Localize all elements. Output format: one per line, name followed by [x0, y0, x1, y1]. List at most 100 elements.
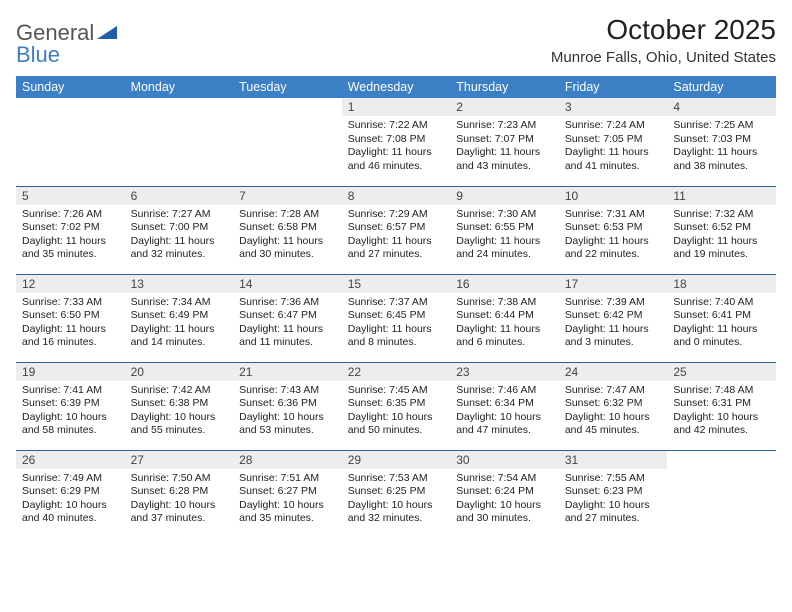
day-details: Sunrise: 7:28 AMSunset: 6:58 PMDaylight:…	[233, 205, 342, 265]
day-header: Thursday	[450, 76, 559, 98]
day-cell: 1Sunrise: 7:22 AMSunset: 7:08 PMDaylight…	[342, 98, 451, 186]
day-details: Sunrise: 7:51 AMSunset: 6:27 PMDaylight:…	[233, 469, 342, 529]
day-details: Sunrise: 7:31 AMSunset: 6:53 PMDaylight:…	[559, 205, 668, 265]
day-header: Monday	[125, 76, 234, 98]
day-details: Sunrise: 7:33 AMSunset: 6:50 PMDaylight:…	[16, 293, 125, 353]
day-number: 12	[16, 275, 125, 293]
day-cell: 18Sunrise: 7:40 AMSunset: 6:41 PMDayligh…	[667, 274, 776, 362]
day-details: Sunrise: 7:37 AMSunset: 6:45 PMDaylight:…	[342, 293, 451, 353]
day-number: 10	[559, 187, 668, 205]
day-cell: 21Sunrise: 7:43 AMSunset: 6:36 PMDayligh…	[233, 362, 342, 450]
day-number: 22	[342, 363, 451, 381]
brand-word-2: Blue	[16, 42, 60, 67]
day-number: 25	[667, 363, 776, 381]
brand-logo: GeneralBlue	[16, 14, 119, 66]
day-number: 29	[342, 451, 451, 469]
day-number: 21	[233, 363, 342, 381]
week-row: 1Sunrise: 7:22 AMSunset: 7:08 PMDaylight…	[16, 98, 776, 186]
day-cell: 9Sunrise: 7:30 AMSunset: 6:55 PMDaylight…	[450, 186, 559, 274]
day-number: 20	[125, 363, 234, 381]
day-number: 4	[667, 98, 776, 116]
day-details: Sunrise: 7:48 AMSunset: 6:31 PMDaylight:…	[667, 381, 776, 441]
day-number: 26	[16, 451, 125, 469]
day-details: Sunrise: 7:50 AMSunset: 6:28 PMDaylight:…	[125, 469, 234, 529]
day-cell: 15Sunrise: 7:37 AMSunset: 6:45 PMDayligh…	[342, 274, 451, 362]
title-block: October 2025 Munroe Falls, Ohio, United …	[551, 14, 776, 74]
week-row: 19Sunrise: 7:41 AMSunset: 6:39 PMDayligh…	[16, 362, 776, 450]
day-cell: 2Sunrise: 7:23 AMSunset: 7:07 PMDaylight…	[450, 98, 559, 186]
day-number: 7	[233, 187, 342, 205]
day-details: Sunrise: 7:36 AMSunset: 6:47 PMDaylight:…	[233, 293, 342, 353]
day-cell: 16Sunrise: 7:38 AMSunset: 6:44 PMDayligh…	[450, 274, 559, 362]
day-number: 8	[342, 187, 451, 205]
day-details: Sunrise: 7:40 AMSunset: 6:41 PMDaylight:…	[667, 293, 776, 353]
day-cell: 30Sunrise: 7:54 AMSunset: 6:24 PMDayligh…	[450, 450, 559, 538]
month-title: October 2025	[551, 14, 776, 46]
day-details: Sunrise: 7:55 AMSunset: 6:23 PMDaylight:…	[559, 469, 668, 529]
day-cell	[233, 98, 342, 186]
day-header: Wednesday	[342, 76, 451, 98]
day-details: Sunrise: 7:26 AMSunset: 7:02 PMDaylight:…	[16, 205, 125, 265]
day-number: 6	[125, 187, 234, 205]
day-header: Saturday	[667, 76, 776, 98]
day-cell: 20Sunrise: 7:42 AMSunset: 6:38 PMDayligh…	[125, 362, 234, 450]
day-details: Sunrise: 7:38 AMSunset: 6:44 PMDaylight:…	[450, 293, 559, 353]
day-cell: 23Sunrise: 7:46 AMSunset: 6:34 PMDayligh…	[450, 362, 559, 450]
day-details: Sunrise: 7:25 AMSunset: 7:03 PMDaylight:…	[667, 116, 776, 176]
day-cell: 31Sunrise: 7:55 AMSunset: 6:23 PMDayligh…	[559, 450, 668, 538]
day-number: 24	[559, 363, 668, 381]
day-header-row: SundayMondayTuesdayWednesdayThursdayFrid…	[16, 76, 776, 98]
day-number: 5	[16, 187, 125, 205]
day-cell: 6Sunrise: 7:27 AMSunset: 7:00 PMDaylight…	[125, 186, 234, 274]
day-details: Sunrise: 7:46 AMSunset: 6:34 PMDaylight:…	[450, 381, 559, 441]
day-cell: 27Sunrise: 7:50 AMSunset: 6:28 PMDayligh…	[125, 450, 234, 538]
location-text: Munroe Falls, Ohio, United States	[551, 49, 776, 66]
calendar-table: SundayMondayTuesdayWednesdayThursdayFrid…	[16, 76, 776, 538]
day-cell	[125, 98, 234, 186]
day-number: 19	[16, 363, 125, 381]
day-cell: 26Sunrise: 7:49 AMSunset: 6:29 PMDayligh…	[16, 450, 125, 538]
day-header: Tuesday	[233, 76, 342, 98]
day-details: Sunrise: 7:39 AMSunset: 6:42 PMDaylight:…	[559, 293, 668, 353]
day-cell: 12Sunrise: 7:33 AMSunset: 6:50 PMDayligh…	[16, 274, 125, 362]
day-cell: 5Sunrise: 7:26 AMSunset: 7:02 PMDaylight…	[16, 186, 125, 274]
day-details: Sunrise: 7:23 AMSunset: 7:07 PMDaylight:…	[450, 116, 559, 176]
calendar-head: SundayMondayTuesdayWednesdayThursdayFrid…	[16, 76, 776, 98]
day-cell: 3Sunrise: 7:24 AMSunset: 7:05 PMDaylight…	[559, 98, 668, 186]
day-details: Sunrise: 7:27 AMSunset: 7:00 PMDaylight:…	[125, 205, 234, 265]
day-cell: 22Sunrise: 7:45 AMSunset: 6:35 PMDayligh…	[342, 362, 451, 450]
day-cell: 10Sunrise: 7:31 AMSunset: 6:53 PMDayligh…	[559, 186, 668, 274]
day-details: Sunrise: 7:22 AMSunset: 7:08 PMDaylight:…	[342, 116, 451, 176]
day-details: Sunrise: 7:29 AMSunset: 6:57 PMDaylight:…	[342, 205, 451, 265]
day-number: 11	[667, 187, 776, 205]
day-cell: 24Sunrise: 7:47 AMSunset: 6:32 PMDayligh…	[559, 362, 668, 450]
day-number: 18	[667, 275, 776, 293]
day-cell: 4Sunrise: 7:25 AMSunset: 7:03 PMDaylight…	[667, 98, 776, 186]
day-header: Sunday	[16, 76, 125, 98]
day-cell: 28Sunrise: 7:51 AMSunset: 6:27 PMDayligh…	[233, 450, 342, 538]
day-details: Sunrise: 7:34 AMSunset: 6:49 PMDaylight:…	[125, 293, 234, 353]
header: GeneralBlue October 2025 Munroe Falls, O…	[16, 14, 776, 74]
day-cell: 14Sunrise: 7:36 AMSunset: 6:47 PMDayligh…	[233, 274, 342, 362]
day-number: 9	[450, 187, 559, 205]
day-cell: 17Sunrise: 7:39 AMSunset: 6:42 PMDayligh…	[559, 274, 668, 362]
day-cell: 19Sunrise: 7:41 AMSunset: 6:39 PMDayligh…	[16, 362, 125, 450]
day-header: Friday	[559, 76, 668, 98]
day-number: 31	[559, 451, 668, 469]
day-details: Sunrise: 7:45 AMSunset: 6:35 PMDaylight:…	[342, 381, 451, 441]
week-row: 12Sunrise: 7:33 AMSunset: 6:50 PMDayligh…	[16, 274, 776, 362]
day-cell: 11Sunrise: 7:32 AMSunset: 6:52 PMDayligh…	[667, 186, 776, 274]
day-cell: 8Sunrise: 7:29 AMSunset: 6:57 PMDaylight…	[342, 186, 451, 274]
week-row: 26Sunrise: 7:49 AMSunset: 6:29 PMDayligh…	[16, 450, 776, 538]
day-details: Sunrise: 7:47 AMSunset: 6:32 PMDaylight:…	[559, 381, 668, 441]
day-number: 28	[233, 451, 342, 469]
day-cell	[16, 98, 125, 186]
day-details: Sunrise: 7:41 AMSunset: 6:39 PMDaylight:…	[16, 381, 125, 441]
day-number: 14	[233, 275, 342, 293]
day-number: 2	[450, 98, 559, 116]
day-details: Sunrise: 7:24 AMSunset: 7:05 PMDaylight:…	[559, 116, 668, 176]
day-details: Sunrise: 7:53 AMSunset: 6:25 PMDaylight:…	[342, 469, 451, 529]
day-details: Sunrise: 7:49 AMSunset: 6:29 PMDaylight:…	[16, 469, 125, 529]
day-cell: 25Sunrise: 7:48 AMSunset: 6:31 PMDayligh…	[667, 362, 776, 450]
calendar-body: 1Sunrise: 7:22 AMSunset: 7:08 PMDaylight…	[16, 98, 776, 538]
